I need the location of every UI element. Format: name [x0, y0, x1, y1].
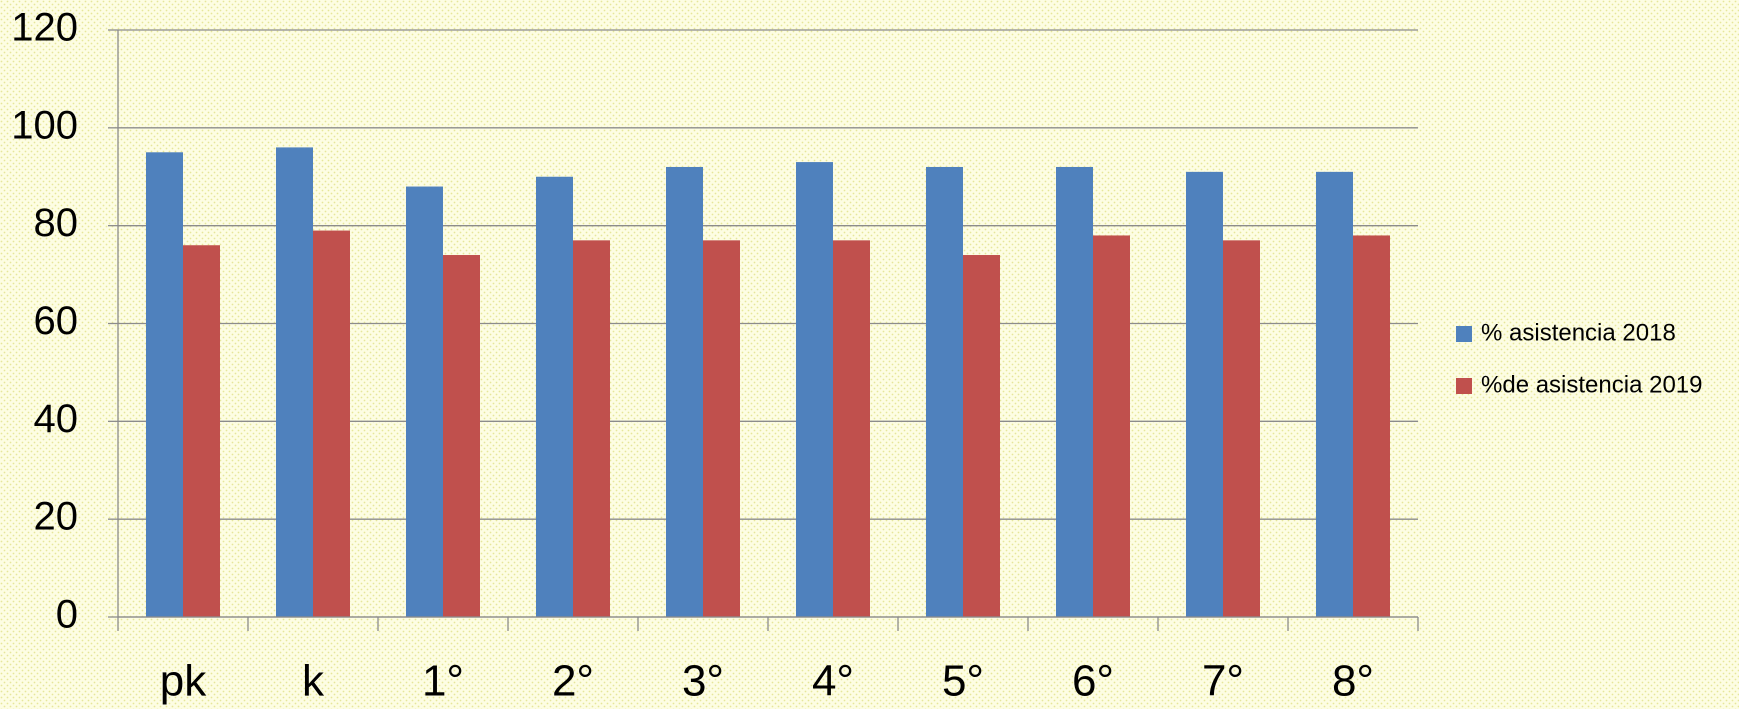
bar [276, 147, 313, 617]
bar [183, 245, 220, 617]
y-tick-label: 100 [11, 103, 78, 147]
bar [703, 240, 740, 617]
x-tick-label: 7° [1202, 657, 1244, 706]
bar [796, 162, 833, 617]
x-tick-label: k [302, 657, 325, 706]
bar [1056, 166, 1093, 617]
bar [1093, 235, 1130, 617]
bar [313, 230, 350, 617]
x-tick-label: 4° [812, 657, 854, 706]
y-tick-label: 20 [34, 495, 79, 539]
bar [963, 255, 1000, 617]
x-tick-label: 5° [942, 657, 984, 706]
legend-swatch [1456, 326, 1472, 342]
bar [1316, 171, 1353, 617]
x-tick-label: 3° [682, 657, 724, 706]
y-tick-label: 40 [34, 397, 79, 441]
bar [443, 255, 480, 617]
x-tick-label: 2° [552, 657, 594, 706]
bar [1353, 235, 1390, 617]
y-tick-label: 60 [34, 299, 79, 343]
bar [1186, 171, 1223, 617]
bar [666, 166, 703, 617]
y-tick-label: 80 [34, 201, 79, 245]
x-tick-label: 6° [1072, 657, 1114, 706]
bar [1223, 240, 1260, 617]
y-tick-label: 0 [56, 593, 78, 637]
legend-label: %de asistencia 2019 [1481, 371, 1702, 398]
x-tick-label: pk [160, 657, 207, 706]
bar [406, 186, 443, 618]
bar [833, 240, 870, 617]
y-tick-label: 120 [11, 6, 78, 50]
bar [146, 152, 183, 617]
legend-label: % asistencia 2018 [1481, 319, 1676, 346]
x-tick-label: 1° [422, 657, 464, 706]
bar [926, 166, 963, 617]
bar [536, 176, 573, 617]
bar [573, 240, 610, 617]
x-tick-label: 8° [1332, 657, 1374, 706]
legend-swatch [1456, 378, 1472, 394]
